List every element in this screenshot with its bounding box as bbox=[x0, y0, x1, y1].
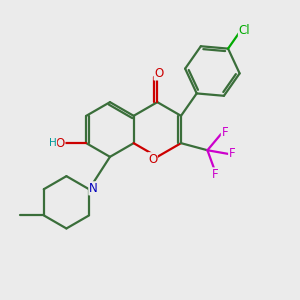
Text: F: F bbox=[221, 126, 228, 139]
Text: F: F bbox=[212, 168, 219, 181]
Text: O: O bbox=[56, 137, 65, 150]
Text: O: O bbox=[148, 153, 157, 166]
Text: Cl: Cl bbox=[238, 24, 250, 37]
Text: O: O bbox=[154, 67, 164, 80]
Text: N: N bbox=[89, 182, 98, 195]
Text: H: H bbox=[49, 138, 57, 148]
Text: F: F bbox=[229, 147, 235, 161]
